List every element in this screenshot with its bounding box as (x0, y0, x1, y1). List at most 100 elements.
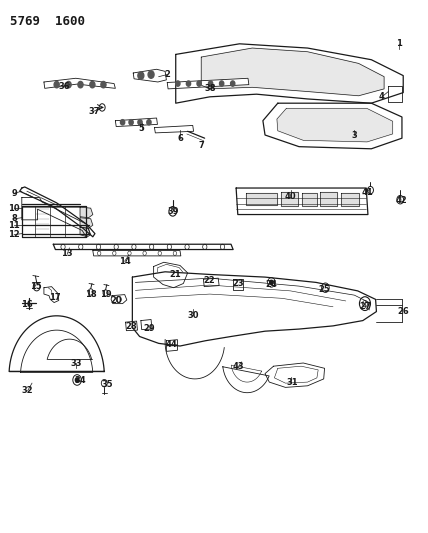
Text: 6: 6 (177, 134, 183, 143)
Text: 9: 9 (11, 189, 17, 198)
Polygon shape (44, 287, 59, 303)
Polygon shape (281, 192, 298, 206)
Circle shape (197, 81, 201, 86)
Circle shape (75, 378, 79, 382)
Circle shape (120, 119, 125, 125)
Text: 28: 28 (125, 322, 137, 331)
Text: 10: 10 (8, 204, 20, 213)
Text: 36: 36 (59, 82, 70, 91)
Text: 12: 12 (8, 230, 20, 239)
Text: 7: 7 (198, 141, 204, 150)
Circle shape (90, 82, 95, 88)
Polygon shape (388, 86, 402, 102)
Polygon shape (233, 279, 243, 290)
Text: 18: 18 (85, 289, 96, 298)
Text: 40: 40 (285, 192, 296, 201)
Text: 15: 15 (30, 281, 41, 290)
Circle shape (66, 82, 71, 88)
Text: 31: 31 (287, 377, 298, 386)
Text: 21: 21 (170, 270, 181, 279)
Text: 27: 27 (359, 302, 371, 311)
Text: 17: 17 (49, 293, 60, 302)
Text: 37: 37 (88, 107, 100, 116)
Polygon shape (201, 48, 384, 96)
Polygon shape (116, 118, 158, 126)
Circle shape (138, 119, 142, 125)
Text: 4: 4 (379, 92, 385, 101)
Text: 22: 22 (203, 276, 215, 285)
Circle shape (208, 81, 213, 86)
Polygon shape (236, 188, 368, 215)
Polygon shape (302, 193, 317, 206)
Text: 35: 35 (101, 380, 113, 389)
Text: 16: 16 (21, 300, 33, 309)
Polygon shape (141, 319, 152, 329)
Polygon shape (80, 227, 90, 236)
Text: 32: 32 (22, 386, 33, 395)
Polygon shape (263, 103, 402, 149)
Circle shape (176, 81, 180, 86)
Polygon shape (176, 44, 403, 103)
Polygon shape (132, 272, 377, 346)
Text: 24: 24 (265, 280, 277, 289)
Polygon shape (125, 321, 137, 330)
Polygon shape (155, 125, 193, 133)
Polygon shape (265, 363, 324, 387)
Polygon shape (80, 207, 93, 217)
Circle shape (129, 119, 133, 125)
Text: 39: 39 (168, 207, 179, 216)
Polygon shape (154, 262, 187, 288)
Text: 8: 8 (11, 214, 17, 223)
Circle shape (138, 72, 144, 79)
Circle shape (101, 82, 106, 88)
Polygon shape (133, 69, 166, 82)
Text: 5769  1600: 5769 1600 (10, 14, 85, 28)
Polygon shape (44, 78, 116, 88)
Polygon shape (20, 187, 95, 237)
Circle shape (147, 119, 151, 125)
Text: 44: 44 (166, 341, 177, 350)
Text: 38: 38 (204, 84, 215, 93)
Polygon shape (341, 193, 359, 206)
Polygon shape (277, 109, 392, 142)
Text: 20: 20 (110, 296, 122, 305)
Polygon shape (9, 316, 104, 373)
Text: 30: 30 (187, 311, 199, 320)
Text: 25: 25 (319, 285, 330, 294)
Text: 13: 13 (62, 249, 73, 259)
Text: 11: 11 (8, 221, 20, 230)
Polygon shape (246, 193, 277, 205)
Circle shape (78, 82, 83, 88)
Polygon shape (223, 365, 269, 393)
Polygon shape (166, 340, 178, 351)
Text: 43: 43 (233, 362, 244, 370)
Polygon shape (22, 206, 86, 237)
Text: 1: 1 (396, 39, 402, 49)
Text: 3: 3 (351, 131, 357, 140)
Text: 34: 34 (74, 376, 86, 385)
Text: 19: 19 (100, 289, 111, 298)
Circle shape (148, 71, 154, 78)
Text: 23: 23 (232, 279, 244, 288)
Text: 26: 26 (397, 307, 409, 316)
Polygon shape (320, 192, 337, 206)
Circle shape (220, 81, 224, 86)
Text: 5: 5 (139, 124, 145, 133)
Polygon shape (93, 251, 181, 256)
Polygon shape (80, 217, 93, 228)
Circle shape (54, 82, 59, 88)
Polygon shape (111, 295, 127, 304)
Polygon shape (167, 78, 249, 89)
Polygon shape (53, 244, 233, 249)
Text: 42: 42 (395, 196, 407, 205)
Circle shape (270, 280, 273, 285)
Circle shape (186, 81, 190, 86)
Text: 14: 14 (119, 257, 131, 265)
Text: 33: 33 (70, 359, 82, 367)
Text: 2: 2 (164, 70, 170, 79)
Polygon shape (22, 198, 91, 237)
Circle shape (231, 81, 235, 86)
Text: 41: 41 (361, 188, 373, 197)
Polygon shape (203, 278, 219, 287)
Text: 29: 29 (143, 324, 155, 333)
